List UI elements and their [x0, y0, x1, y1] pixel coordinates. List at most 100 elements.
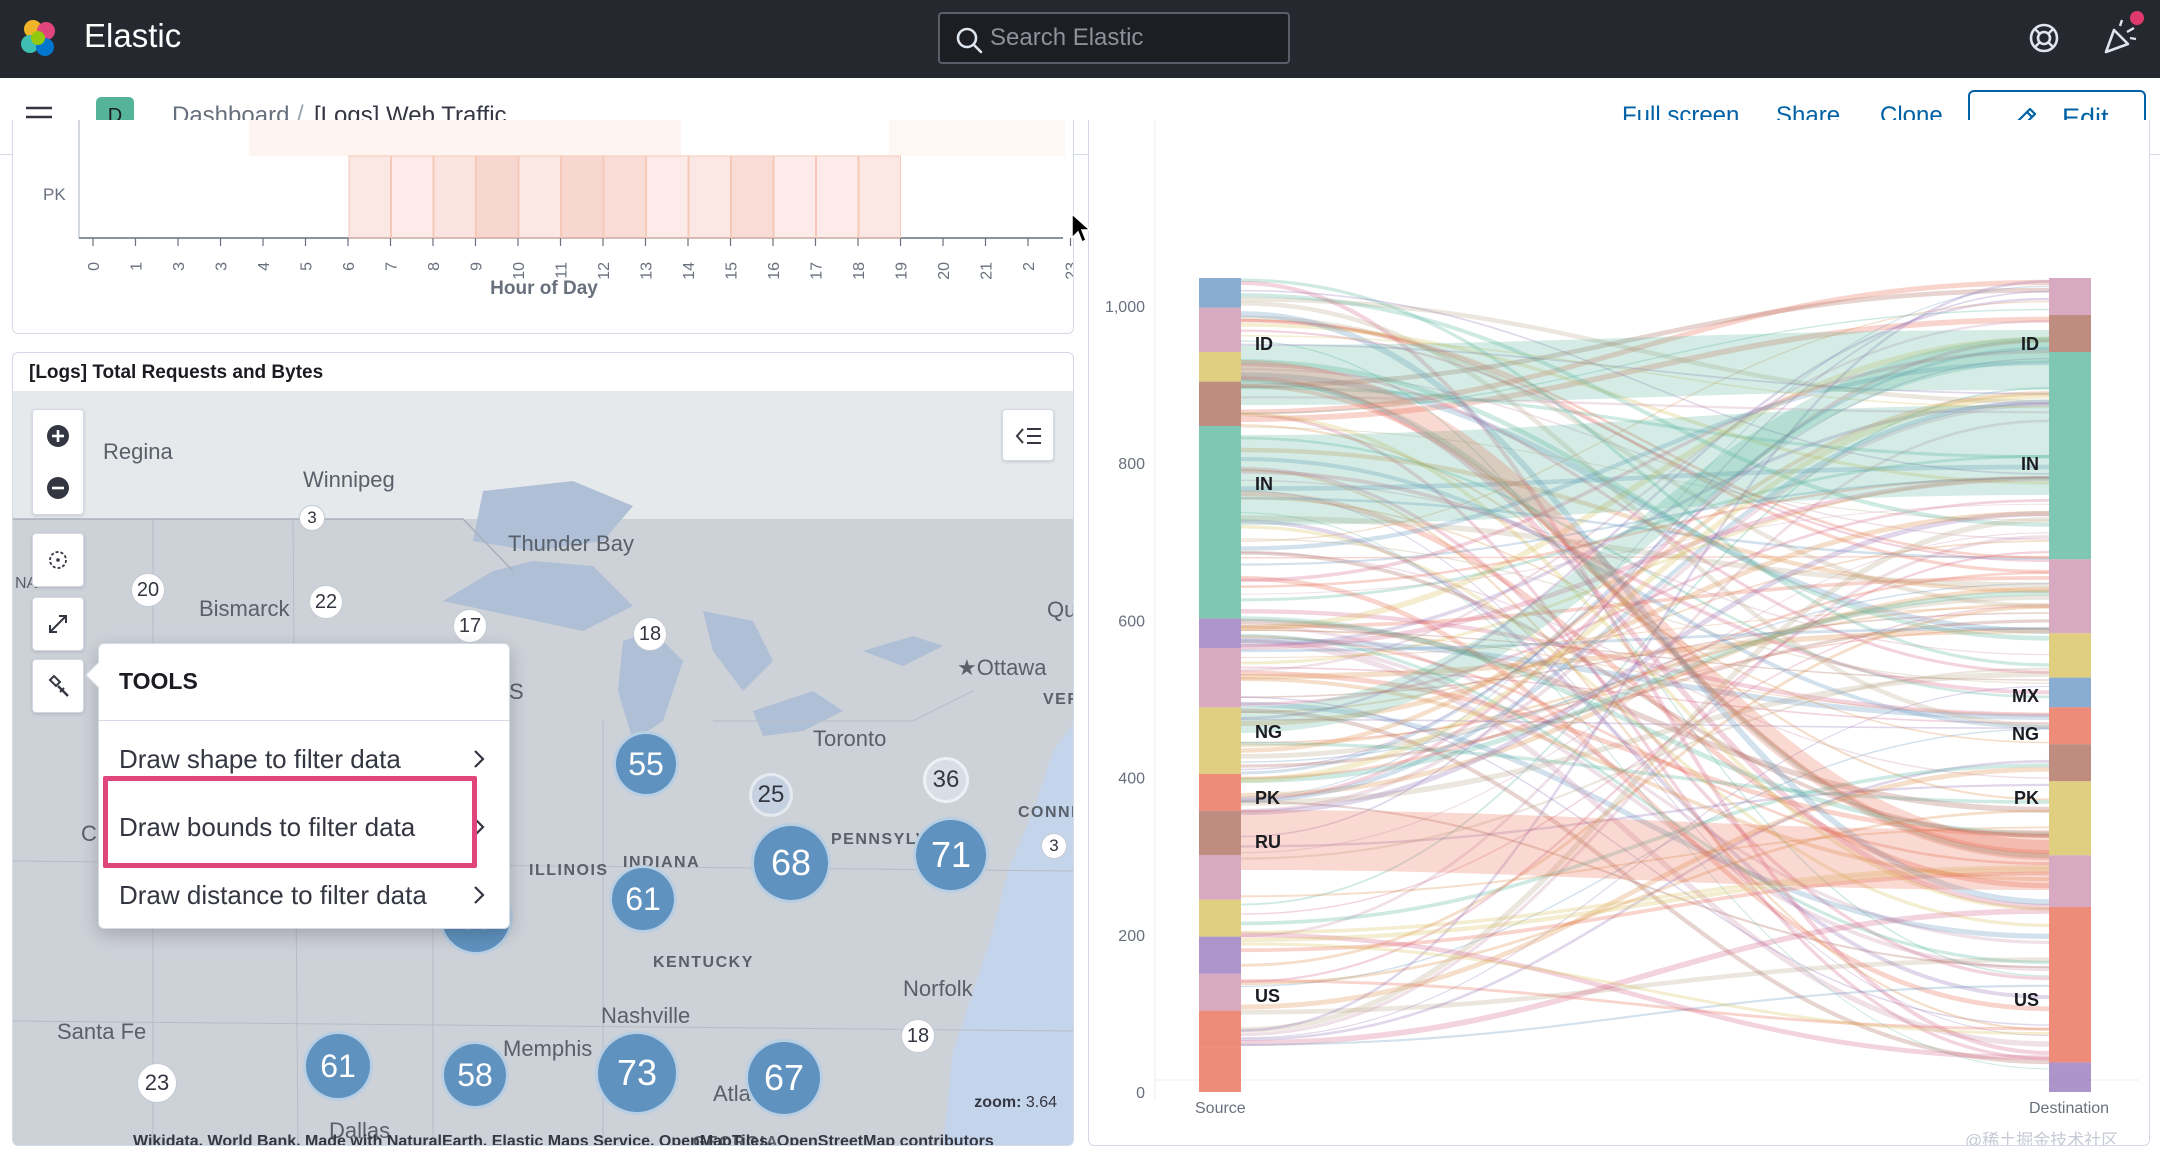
sankey-link[interactable]	[1240, 594, 2050, 759]
sankey-link[interactable]	[1240, 637, 2050, 720]
sankey-link[interactable]	[1240, 490, 2050, 1037]
sankey-link[interactable]	[1240, 783, 2050, 848]
sankey-source-node[interactable]	[1199, 307, 1241, 352]
count-marker[interactable]: 17	[453, 609, 487, 643]
tools-button[interactable]	[32, 659, 84, 713]
search-box[interactable]	[938, 12, 1290, 64]
sankey-link[interactable]	[1240, 766, 2050, 1010]
sankey-destination-node[interactable]	[2049, 744, 2091, 782]
sankey-link[interactable]	[1240, 357, 2050, 771]
count-marker[interactable]: 18	[633, 617, 667, 651]
sankey-link[interactable]	[1240, 571, 2050, 780]
sankey-link[interactable]	[1240, 515, 2050, 588]
sankey-link[interactable]	[1240, 308, 2050, 414]
sankey-link[interactable]	[1240, 535, 2050, 1037]
fullscreen-map-button[interactable]	[32, 597, 84, 651]
sankey-link[interactable]	[1240, 511, 2050, 815]
cluster-marker[interactable]: 61	[303, 1031, 373, 1101]
sankey-source-node[interactable]	[1199, 855, 1241, 900]
sankey-link[interactable]	[1240, 633, 2050, 965]
sankey-link[interactable]	[1240, 368, 2050, 540]
count-marker[interactable]: 20	[131, 573, 165, 607]
sankey-link[interactable]	[1240, 666, 2050, 724]
sankey-link[interactable]	[1240, 810, 2050, 890]
sankey-link[interactable]	[1240, 412, 2050, 1061]
sankey-link[interactable]	[1240, 334, 2050, 409]
heatmap-cell[interactable]	[391, 155, 434, 239]
sankey-link[interactable]	[1240, 525, 2050, 928]
draw-shape-menu-item[interactable]: Draw shape to filter data	[119, 744, 489, 775]
cluster-marker[interactable]: 61	[609, 865, 677, 933]
sankey-link[interactable]	[1240, 377, 2050, 859]
sankey-link[interactable]	[1240, 984, 2050, 1046]
sankey-link[interactable]	[1240, 639, 2050, 1047]
sankey-link[interactable]	[1240, 605, 2050, 967]
sankey-link[interactable]	[1240, 290, 2050, 838]
cluster-marker[interactable]: 55	[613, 731, 679, 797]
sankey-link[interactable]	[1240, 590, 2050, 784]
draw-bounds-menu-item[interactable]: Draw bounds to filter data	[119, 812, 489, 843]
count-marker[interactable]: 22	[309, 585, 343, 619]
sankey-link[interactable]	[1240, 628, 2050, 680]
sankey-link[interactable]	[1240, 319, 2050, 672]
sankey-link[interactable]	[1240, 402, 2050, 813]
heatmap-cell[interactable]	[731, 155, 774, 239]
sankey-destination-node[interactable]	[2049, 278, 2091, 315]
heatmap-cell[interactable]	[646, 155, 689, 239]
heatmap-cell[interactable]	[688, 155, 731, 239]
sankey-link[interactable]	[1240, 424, 2050, 801]
sankey-link[interactable]	[1240, 685, 2050, 1039]
sankey-link[interactable]	[1240, 503, 2050, 595]
sankey-link[interactable]	[1240, 497, 2050, 744]
sankey-link[interactable]	[1240, 638, 2050, 972]
sankey-source-node[interactable]	[1199, 810, 1241, 856]
sankey-link[interactable]	[1240, 315, 2050, 608]
sankey-link[interactable]	[1240, 626, 2050, 653]
sankey-link[interactable]	[1240, 323, 2050, 485]
search-input[interactable]	[990, 14, 1280, 62]
sankey-destination-node[interactable]	[2049, 855, 2091, 907]
sankey-link[interactable]	[1240, 469, 2050, 695]
sankey-link[interactable]	[1240, 512, 2050, 1070]
sankey-link[interactable]	[1240, 401, 2050, 648]
sankey-link[interactable]	[1240, 387, 2050, 906]
sankey-source-node[interactable]	[1199, 648, 1241, 708]
sankey-destination-node[interactable]	[2049, 633, 2091, 678]
sankey-link[interactable]	[1240, 576, 2050, 1012]
sankey-link[interactable]	[1240, 667, 2050, 860]
sankey-link[interactable]	[1240, 496, 2050, 560]
sankey-link[interactable]	[1240, 466, 2050, 981]
sankey-link[interactable]	[1240, 340, 2050, 977]
sankey-destination-node[interactable]	[2049, 781, 2091, 856]
sankey-link[interactable]	[1240, 551, 2050, 779]
sankey-link[interactable]	[1240, 609, 2050, 717]
heatmap-cell[interactable]	[603, 155, 646, 239]
sankey-link[interactable]	[1240, 285, 2050, 798]
sankey-link[interactable]	[1240, 865, 2050, 935]
sankey-link[interactable]	[1240, 612, 2050, 699]
fit-data-button[interactable]	[32, 533, 84, 587]
sankey-link[interactable]	[1240, 287, 2050, 389]
sankey-link[interactable]	[1240, 629, 2050, 715]
sankey-link[interactable]	[1240, 280, 2050, 1032]
sankey-link[interactable]	[1240, 376, 2050, 910]
sankey-link[interactable]	[1240, 942, 2050, 1036]
sankey-link[interactable]	[1240, 300, 2050, 728]
sankey-link[interactable]	[1240, 479, 2050, 656]
sankey-link[interactable]	[1240, 582, 2050, 763]
heatmap-cell[interactable]	[561, 155, 604, 239]
sankey-link[interactable]	[1240, 741, 2050, 804]
heatmap-cell[interactable]	[348, 155, 391, 239]
sankey-link[interactable]	[1240, 499, 2050, 706]
sankey-link[interactable]	[1240, 708, 2050, 1065]
sankey-link[interactable]	[1240, 475, 2050, 588]
sankey-link[interactable]	[1240, 318, 2050, 560]
sankey-link[interactable]	[1240, 399, 2050, 803]
sankey-link[interactable]	[1240, 383, 2050, 854]
sankey-destination-node[interactable]	[2049, 315, 2091, 352]
sankey-link[interactable]	[1240, 627, 2050, 744]
sankey-link[interactable]	[1240, 279, 2050, 415]
sankey-link[interactable]	[1240, 635, 2050, 866]
sankey-link[interactable]	[1240, 385, 2050, 459]
sankey-link[interactable]	[1240, 436, 2050, 699]
